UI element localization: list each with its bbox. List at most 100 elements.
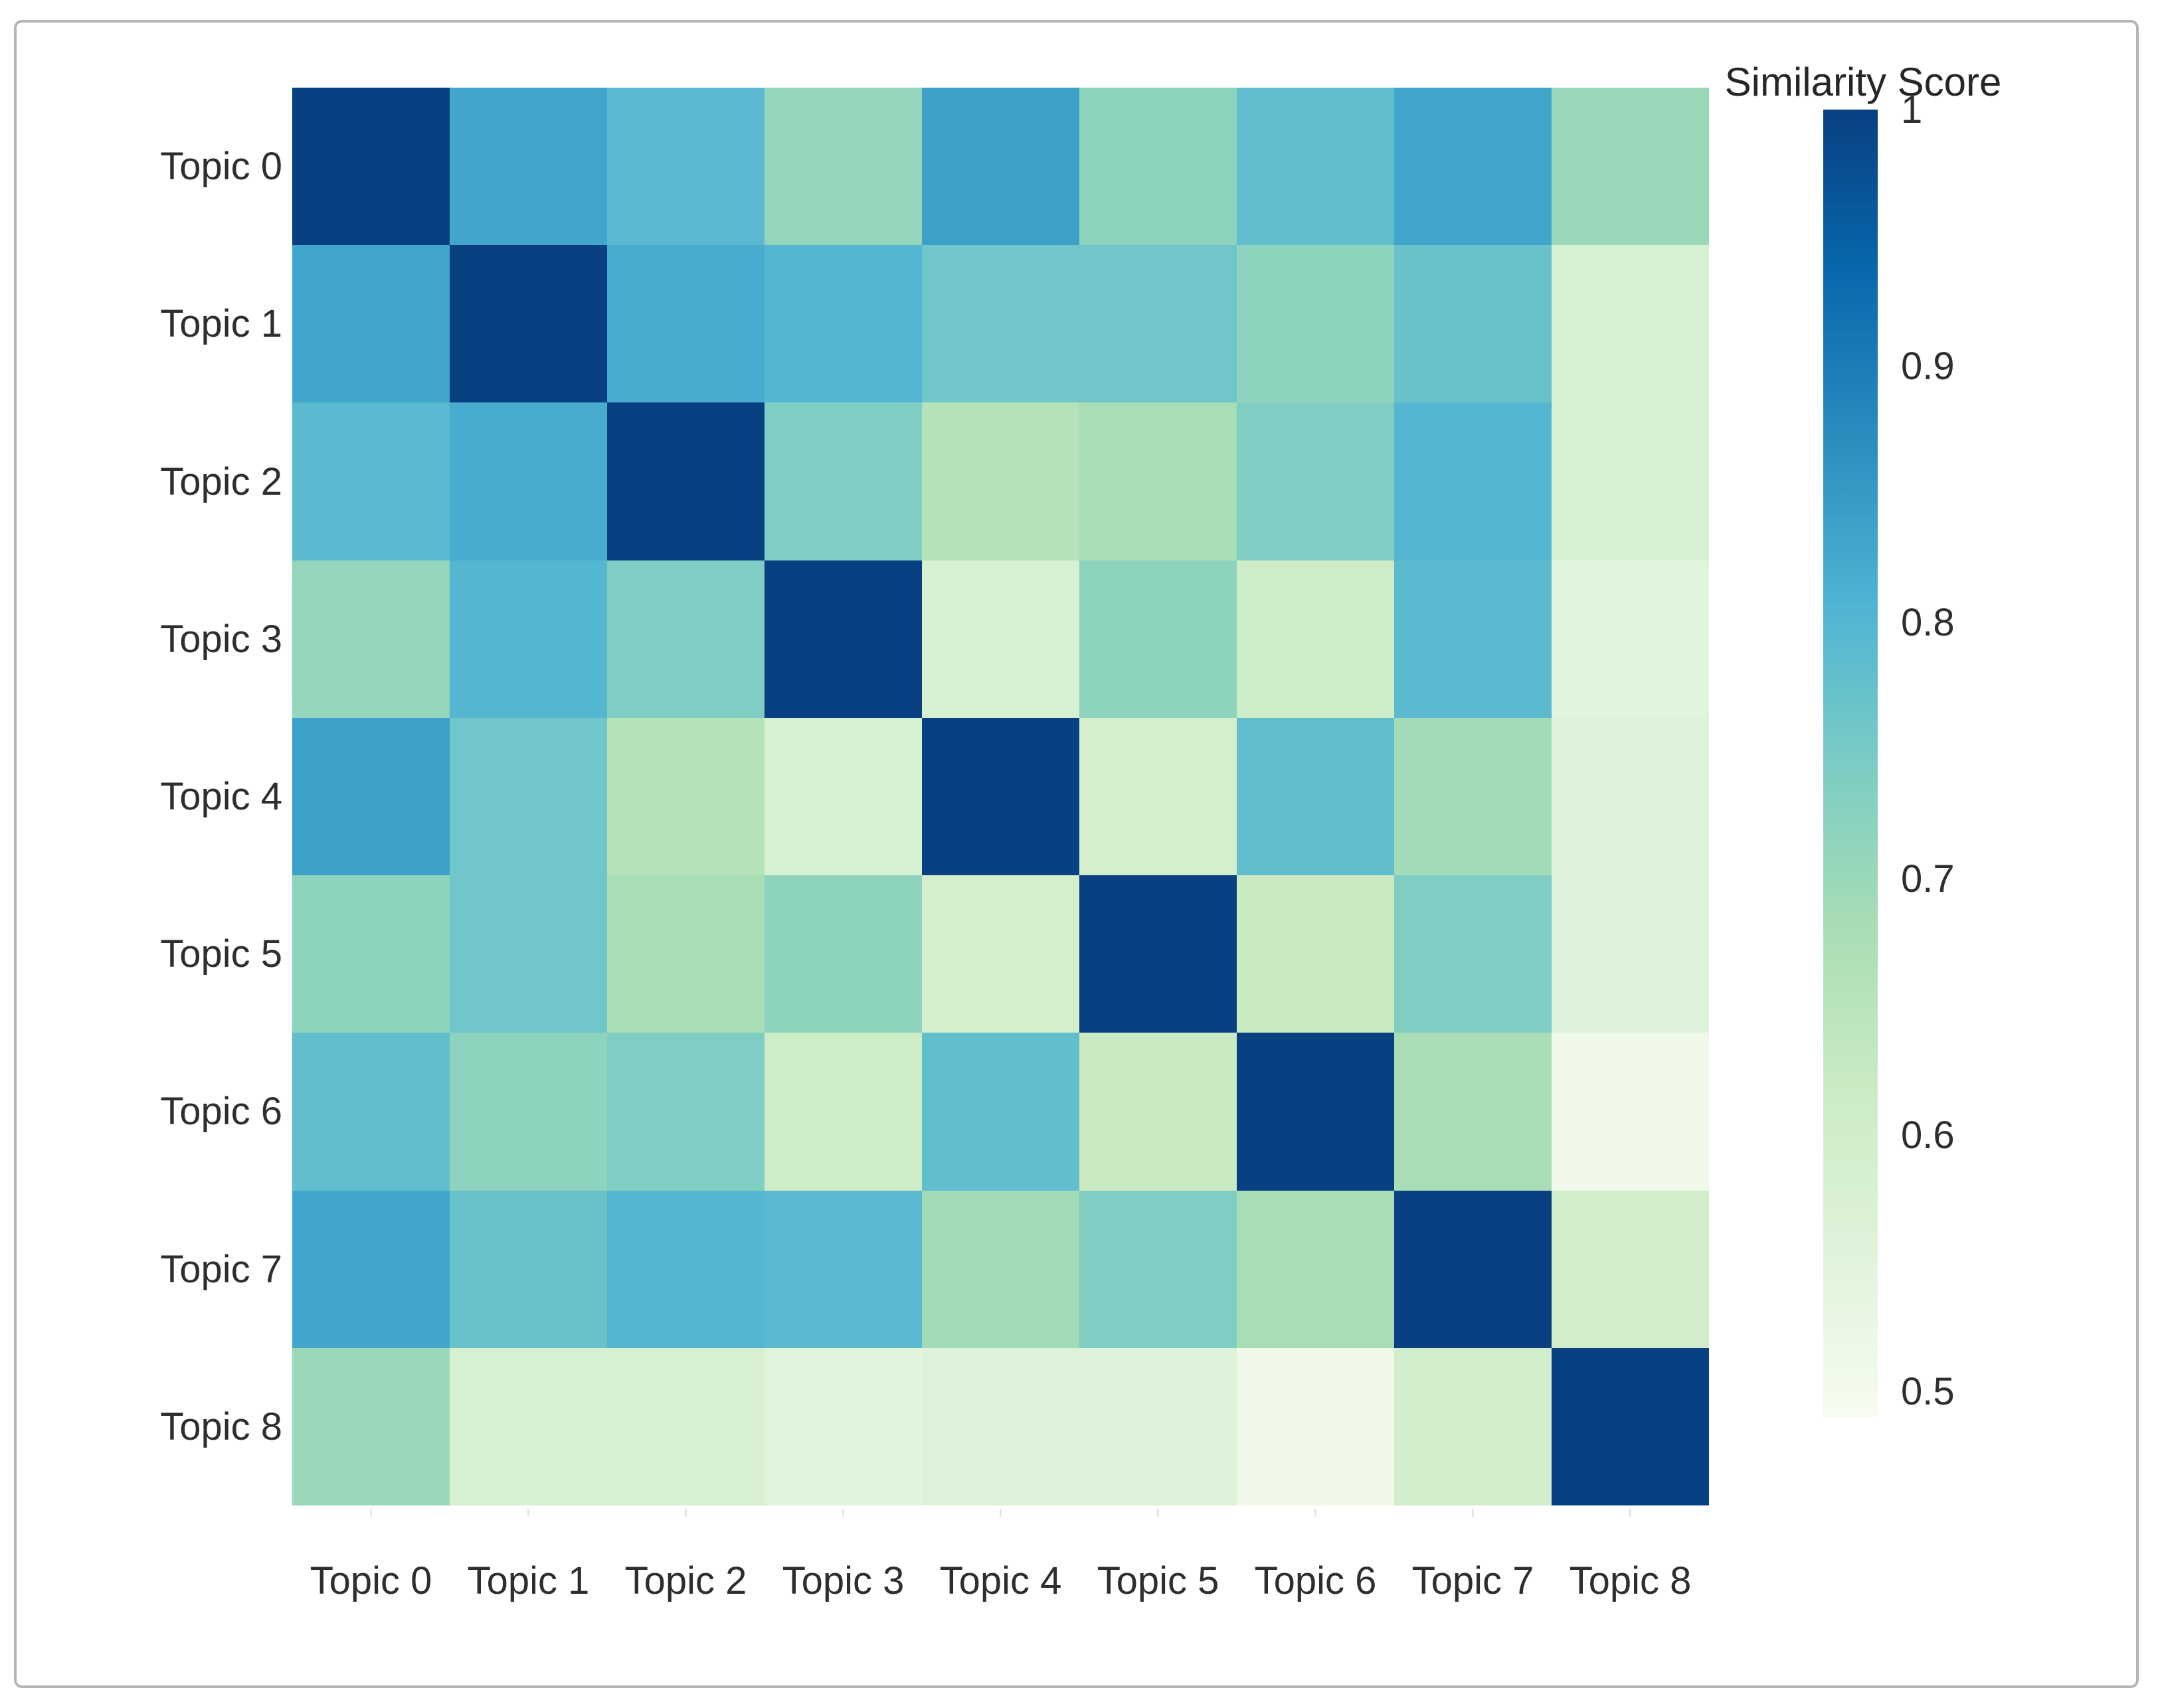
heatmap-cell-r4c1 bbox=[450, 717, 607, 876]
colorbar-tick-label-0.9: 0.9 bbox=[1901, 344, 1955, 388]
x-axis-label-4: Topic 4 bbox=[939, 1559, 1062, 1602]
heatmap-cell-r2c6 bbox=[1237, 402, 1394, 560]
heatmap-cell-r5c6 bbox=[1237, 875, 1394, 1033]
y-axis-label-6: Topic 6 bbox=[160, 1090, 282, 1134]
heatmap-cell-r5c4 bbox=[922, 875, 1079, 1033]
heatmap-cell-r2c7 bbox=[1394, 402, 1552, 560]
heatmap-cell-r3c5 bbox=[1079, 560, 1237, 718]
heatmap-cell-r5c5 bbox=[1079, 875, 1237, 1033]
x-axis-tick-6 bbox=[1314, 1509, 1316, 1517]
heatmap-cell-r6c0 bbox=[292, 1033, 450, 1191]
heatmap-cell-r0c8 bbox=[1552, 88, 1709, 246]
heatmap-cell-r7c4 bbox=[922, 1190, 1079, 1348]
x-axis-label-6: Topic 6 bbox=[1254, 1559, 1377, 1602]
heatmap-cell-r1c7 bbox=[1394, 245, 1552, 403]
heatmap-cell-r6c7 bbox=[1394, 1033, 1552, 1191]
heatmap-cell-r2c2 bbox=[607, 402, 764, 560]
y-axis-label-7: Topic 7 bbox=[160, 1247, 282, 1291]
heatmap-cell-r0c5 bbox=[1079, 88, 1237, 246]
heatmap-cell-r6c6 bbox=[1237, 1033, 1394, 1191]
x-axis-label-5: Topic 5 bbox=[1097, 1559, 1219, 1602]
x-axis-tick-5 bbox=[1157, 1509, 1159, 1517]
colorbar-title: Similarity Score bbox=[1724, 59, 2002, 104]
heatmap-cell-r8c6 bbox=[1237, 1347, 1394, 1505]
heatmap-cell-r6c5 bbox=[1079, 1033, 1237, 1191]
heatmap-cell-r2c3 bbox=[764, 402, 922, 560]
heatmap-cell-r1c3 bbox=[764, 245, 922, 403]
heatmap-cell-r3c1 bbox=[450, 560, 607, 718]
heatmap-cell-r2c8 bbox=[1552, 402, 1709, 560]
heatmap-cell-r0c1 bbox=[450, 88, 607, 246]
y-axis-label-2: Topic 2 bbox=[160, 460, 282, 503]
colorbar-tick-label-0.8: 0.8 bbox=[1901, 600, 1955, 644]
heatmap-cell-r4c5 bbox=[1079, 717, 1237, 876]
heatmap-cell-r1c8 bbox=[1552, 245, 1709, 403]
heatmap-cell-r8c1 bbox=[450, 1347, 607, 1505]
heatmap-cell-r5c8 bbox=[1552, 875, 1709, 1033]
heatmap-cell-r7c7 bbox=[1394, 1190, 1552, 1348]
x-axis-tick-3 bbox=[842, 1509, 844, 1517]
heatmap-cell-r4c8 bbox=[1552, 717, 1709, 876]
heatmap-cell-r5c2 bbox=[607, 875, 764, 1033]
y-axis-label-8: Topic 8 bbox=[160, 1405, 282, 1448]
heatmap-cell-r4c3 bbox=[764, 717, 922, 876]
heatmap-cell-r6c4 bbox=[922, 1033, 1079, 1191]
x-axis-tick-7 bbox=[1472, 1509, 1474, 1517]
heatmap-cell-r7c3 bbox=[764, 1190, 922, 1348]
x-axis-tick-4 bbox=[1000, 1509, 1002, 1517]
heatmap-cell-r4c4 bbox=[922, 717, 1079, 876]
heatmap-cell-r3c3 bbox=[764, 560, 922, 718]
heatmap-grid bbox=[292, 88, 1709, 1505]
y-axis-label-1: Topic 1 bbox=[160, 302, 282, 346]
heatmap-cell-r5c7 bbox=[1394, 875, 1552, 1033]
heatmap-cell-r8c7 bbox=[1394, 1347, 1552, 1505]
x-axis-label-8: Topic 8 bbox=[1569, 1559, 1692, 1602]
y-axis-label-4: Topic 4 bbox=[160, 774, 282, 818]
heatmap-cell-r5c1 bbox=[450, 875, 607, 1033]
y-axis-label-0: Topic 0 bbox=[160, 145, 282, 189]
x-axis-label-3: Topic 3 bbox=[782, 1559, 905, 1602]
x-axis-label-7: Topic 7 bbox=[1411, 1559, 1534, 1602]
heatmap-cell-r0c4 bbox=[922, 88, 1079, 246]
heatmap-cell-r3c6 bbox=[1237, 560, 1394, 718]
heatmap-cell-r7c2 bbox=[607, 1190, 764, 1348]
x-axis-tick-0 bbox=[370, 1509, 372, 1517]
heatmap-cell-r8c8 bbox=[1552, 1347, 1709, 1505]
heatmap-cell-r3c0 bbox=[292, 560, 450, 718]
heatmap-cell-r7c0 bbox=[292, 1190, 450, 1348]
heatmap-cell-r2c1 bbox=[450, 402, 607, 560]
heatmap-cell-r8c5 bbox=[1079, 1347, 1237, 1505]
x-axis-label-2: Topic 2 bbox=[624, 1559, 747, 1602]
x-axis-tick-2 bbox=[685, 1509, 687, 1517]
heatmap-cell-r8c4 bbox=[922, 1347, 1079, 1505]
heatmap-cell-r7c5 bbox=[1079, 1190, 1237, 1348]
heatmap-cell-r2c5 bbox=[1079, 402, 1237, 560]
heatmap-cell-r1c2 bbox=[607, 245, 764, 403]
heatmap-cell-r6c3 bbox=[764, 1033, 922, 1191]
y-axis-label-5: Topic 5 bbox=[160, 932, 282, 976]
x-axis-tick-1 bbox=[527, 1509, 529, 1517]
heatmap-cell-r6c8 bbox=[1552, 1033, 1709, 1191]
heatmap-cell-r3c7 bbox=[1394, 560, 1552, 718]
heatmap-cell-r3c8 bbox=[1552, 560, 1709, 718]
heatmap-cell-r0c7 bbox=[1394, 88, 1552, 246]
heatmap-cell-r5c0 bbox=[292, 875, 450, 1033]
x-axis-tick-8 bbox=[1629, 1509, 1631, 1517]
heatmap-cell-r8c0 bbox=[292, 1347, 450, 1505]
heatmap-cell-r8c2 bbox=[607, 1347, 764, 1505]
heatmap-cell-r7c1 bbox=[450, 1190, 607, 1348]
heatmap-cell-r0c3 bbox=[764, 88, 922, 246]
colorbar-tick-label-0.5: 0.5 bbox=[1901, 1369, 1955, 1413]
heatmap-cell-r7c8 bbox=[1552, 1190, 1709, 1348]
colorbar-tick-label-0.6: 0.6 bbox=[1901, 1113, 1955, 1157]
heatmap-cell-r4c2 bbox=[607, 717, 764, 876]
x-axis-label-0: Topic 0 bbox=[310, 1559, 432, 1602]
heatmap-cell-r4c0 bbox=[292, 717, 450, 876]
heatmap-cell-r1c1 bbox=[450, 245, 607, 403]
heatmap-cell-r1c6 bbox=[1237, 245, 1394, 403]
heatmap-cell-r0c6 bbox=[1237, 88, 1394, 246]
heatmap-cell-r4c7 bbox=[1394, 717, 1552, 876]
colorbar bbox=[1823, 110, 1878, 1417]
heatmap-cell-r1c5 bbox=[1079, 245, 1237, 403]
